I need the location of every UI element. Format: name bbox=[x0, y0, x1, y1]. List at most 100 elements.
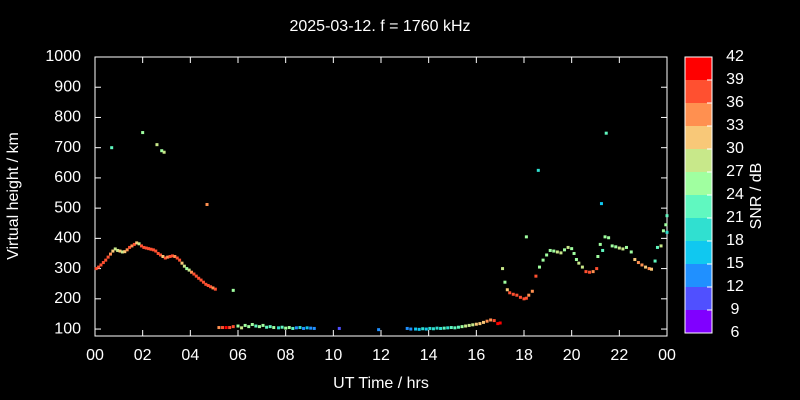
data-point bbox=[104, 258, 108, 262]
y-axis-label: Virtual height / km bbox=[5, 132, 22, 260]
data-point bbox=[664, 223, 668, 227]
data-point bbox=[312, 326, 316, 330]
data-point bbox=[515, 293, 519, 297]
y-tick-label: 800 bbox=[54, 109, 81, 126]
data-point bbox=[182, 264, 186, 268]
data-point bbox=[236, 324, 240, 328]
data-point bbox=[160, 149, 164, 153]
data-point bbox=[162, 150, 166, 154]
x-tick-label: 02 bbox=[134, 347, 152, 364]
colorbar-tick-label: 18 bbox=[726, 232, 744, 249]
data-point bbox=[159, 253, 163, 257]
colorbar-band bbox=[685, 195, 712, 218]
data-point bbox=[456, 325, 460, 329]
data-point bbox=[120, 250, 124, 254]
data-point bbox=[224, 326, 228, 330]
data-point bbox=[166, 255, 170, 259]
colorbar-label: SNR / dB bbox=[748, 163, 765, 230]
data-point bbox=[471, 323, 475, 327]
data-point bbox=[548, 248, 552, 252]
data-point bbox=[116, 248, 120, 252]
colorbar-band bbox=[685, 172, 712, 195]
data-point bbox=[132, 242, 136, 246]
y-tick-label: 100 bbox=[54, 320, 81, 337]
data-point bbox=[161, 255, 165, 259]
data-point bbox=[277, 326, 281, 330]
data-point bbox=[247, 325, 251, 329]
data-point bbox=[492, 319, 496, 323]
data-point bbox=[205, 203, 209, 207]
data-point bbox=[653, 259, 657, 263]
data-point bbox=[522, 297, 526, 301]
data-point bbox=[231, 288, 235, 292]
data-point bbox=[566, 245, 570, 249]
colorbar-tick-label: 15 bbox=[726, 255, 744, 272]
data-point bbox=[118, 249, 122, 253]
data-point bbox=[154, 249, 158, 253]
data-point bbox=[604, 131, 608, 135]
data-point bbox=[151, 248, 155, 252]
data-point bbox=[621, 247, 625, 251]
data-point bbox=[217, 326, 221, 330]
data-point bbox=[149, 247, 153, 251]
data-point bbox=[580, 265, 584, 269]
data-point bbox=[156, 251, 160, 255]
data-point bbox=[130, 244, 134, 248]
data-point bbox=[257, 325, 261, 329]
data-point bbox=[123, 250, 127, 254]
data-point bbox=[607, 236, 611, 240]
data-point bbox=[261, 323, 265, 327]
data-point bbox=[377, 328, 381, 332]
colorbar-tick-label: 42 bbox=[726, 48, 744, 65]
data-point bbox=[489, 318, 493, 322]
colorbar-tick-label: 12 bbox=[726, 278, 744, 295]
colorbar-band bbox=[685, 80, 712, 103]
data-point bbox=[231, 325, 235, 329]
data-point bbox=[194, 274, 198, 278]
data-point bbox=[243, 323, 247, 327]
data-point bbox=[595, 267, 599, 271]
data-point bbox=[503, 280, 507, 284]
data-point bbox=[294, 326, 298, 330]
data-point bbox=[199, 278, 203, 282]
data-point bbox=[137, 242, 141, 246]
data-point bbox=[610, 244, 614, 248]
data-point bbox=[563, 248, 567, 252]
data-point bbox=[141, 131, 145, 135]
data-point bbox=[155, 143, 159, 147]
data-point bbox=[101, 261, 105, 265]
data-point bbox=[268, 325, 272, 329]
data-point bbox=[428, 326, 432, 330]
colorbar-band bbox=[685, 103, 712, 126]
data-point bbox=[474, 322, 478, 326]
data-point bbox=[213, 287, 217, 291]
y-tick-label: 300 bbox=[54, 260, 81, 277]
x-axis-label: UT Time / hrs bbox=[333, 375, 429, 392]
data-point bbox=[204, 282, 208, 286]
colorbar-band bbox=[685, 287, 712, 310]
data-point bbox=[574, 258, 578, 262]
x-tick-label: 12 bbox=[372, 347, 390, 364]
data-point bbox=[99, 263, 103, 267]
data-point bbox=[113, 247, 117, 251]
data-point bbox=[530, 289, 534, 293]
data-point bbox=[439, 326, 443, 330]
data-point bbox=[453, 326, 457, 330]
data-point bbox=[633, 258, 637, 262]
data-point bbox=[559, 251, 563, 255]
data-point bbox=[446, 326, 450, 330]
chart-title: 2025-03-12. f = 1760 kHz bbox=[289, 18, 470, 35]
data-point bbox=[572, 251, 576, 255]
data-point bbox=[240, 326, 244, 330]
data-point bbox=[449, 326, 453, 330]
data-point bbox=[178, 258, 182, 262]
data-point bbox=[424, 327, 428, 331]
data-point bbox=[163, 256, 167, 260]
data-point bbox=[464, 324, 468, 328]
colorbar-tick-label: 21 bbox=[726, 209, 744, 226]
data-point bbox=[661, 229, 665, 233]
data-point bbox=[478, 322, 482, 326]
data-point bbox=[534, 274, 538, 278]
